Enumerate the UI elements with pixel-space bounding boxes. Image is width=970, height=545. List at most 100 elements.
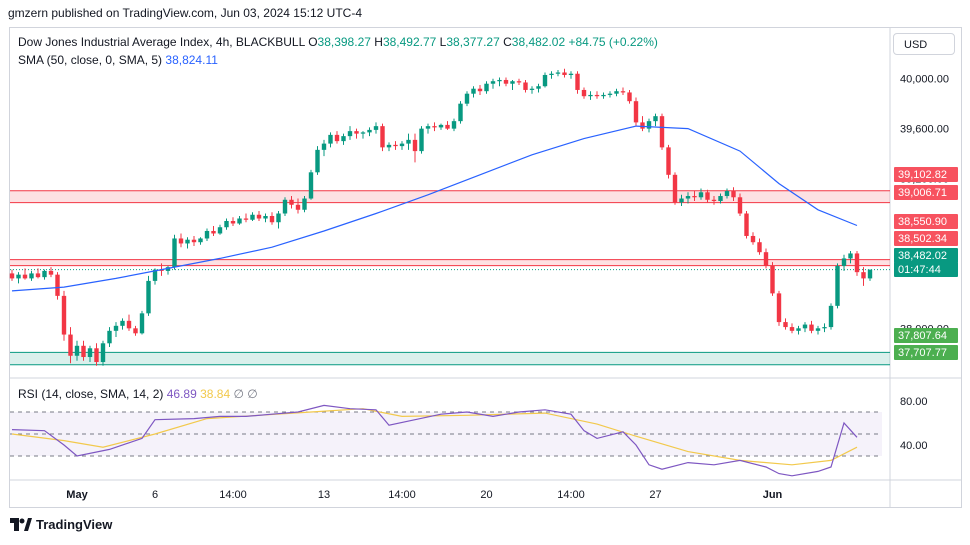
candle-body: [321, 143, 327, 150]
candle-body: [16, 274, 21, 279]
time-tick-label: 6: [152, 489, 158, 501]
candle-body: [529, 88, 535, 90]
candle-body: [48, 270, 54, 275]
rsi-label[interactable]: RSI (14, close, SMA, 14, 2): [18, 387, 164, 401]
currency-button[interactable]: USD: [893, 33, 955, 55]
high-label: H: [374, 35, 383, 49]
candle-body: [666, 147, 671, 175]
candle-body: [211, 230, 216, 234]
rsi-line: [11, 404, 858, 477]
candle-body: [74, 345, 80, 356]
candle-body: [224, 220, 229, 228]
rsi-extra-1: ∅: [233, 387, 244, 401]
time-tick-label: 20: [480, 489, 492, 501]
sma-label[interactable]: SMA (50, close, 0, SMA, 5): [18, 53, 163, 67]
candle-body: [328, 134, 333, 144]
candle-body: [542, 74, 548, 87]
candle-body: [536, 86, 541, 89]
candle-body: [263, 216, 268, 219]
candle-body: [81, 345, 86, 358]
candle-body: [198, 238, 203, 243]
candle-body: [627, 92, 632, 102]
candle-body: [237, 218, 242, 224]
tradingview-logo-icon: [10, 518, 32, 531]
candle-body: [172, 238, 177, 268]
candle-body: [61, 295, 67, 335]
candle-body: [822, 327, 827, 329]
candle-body: [757, 242, 762, 253]
candle-body: [133, 328, 138, 334]
candle-body: [191, 239, 197, 243]
footer-brand-text: TradingView: [36, 517, 113, 532]
candle-body: [152, 269, 158, 281]
candle-body: [250, 214, 255, 220]
candle-body: [269, 216, 275, 223]
time-tick-label: 13: [318, 489, 330, 501]
candle-body: [432, 126, 437, 128]
price-label-box: [894, 262, 958, 277]
candle-body: [497, 79, 502, 82]
candle-body: [159, 269, 164, 271]
chart-frame[interactable]: [9, 27, 962, 508]
candle-body: [341, 136, 346, 142]
candle-body: [789, 327, 795, 331]
candle-body: [510, 81, 515, 84]
price-tick-label: 40,000.00: [900, 74, 949, 86]
candle-body: [620, 91, 626, 93]
open-value: 38,398.27: [317, 35, 371, 49]
candle-body: [139, 313, 145, 334]
candle-body: [451, 121, 457, 129]
candle-body: [685, 196, 691, 199]
zone-resistance-1: [10, 259, 890, 266]
candle-body: [867, 269, 873, 279]
sma-value: 38,824.11: [165, 53, 218, 67]
close-label: C: [503, 35, 512, 49]
rsi-tick-label: 80.00: [900, 396, 928, 408]
candle-body: [809, 324, 814, 331]
candle-body: [438, 124, 444, 128]
price-label-box: [894, 167, 958, 182]
candle-body: [120, 320, 125, 326]
candle-body: [802, 324, 808, 329]
price-label-text: 37,807.64: [898, 330, 947, 342]
candle-body: [750, 235, 756, 243]
candle-body: [848, 253, 853, 259]
candle-body: [575, 73, 580, 90]
price-label-box: [894, 231, 958, 246]
candle-body: [698, 192, 704, 198]
candle-body: [425, 126, 431, 129]
zone-resistance-0: [10, 190, 890, 203]
time-tick-label: 14:00: [219, 489, 247, 501]
candle-body: [653, 116, 658, 122]
candle-body: [276, 213, 281, 223]
candle-body: [399, 143, 405, 147]
sma-line: [11, 125, 858, 292]
candle-body: [35, 273, 41, 278]
candle-body: [633, 101, 639, 123]
time-tick-label: Jun: [763, 489, 783, 501]
candle-body: [692, 196, 697, 198]
time-tick-label: 14:00: [388, 489, 416, 501]
candle-body: [471, 88, 476, 94]
price-label-text: 38,482.02: [898, 250, 947, 262]
candle-body: [614, 91, 619, 94]
price-label-text: 01:47:44: [898, 264, 941, 276]
candle-body: [490, 81, 496, 84]
candle-body: [711, 199, 717, 202]
price-label-text: 38,502.34: [898, 233, 947, 245]
symbol-title[interactable]: Dow Jones Industrial Average Index, 4h, …: [18, 35, 305, 49]
rsi-value: 46.89: [166, 387, 197, 401]
candle-body: [835, 265, 840, 306]
candle-body: [763, 252, 769, 266]
candle-body: [581, 89, 587, 97]
candle-body: [841, 258, 847, 266]
footer-brand: TradingView: [10, 517, 112, 532]
time-tick-label: 27: [649, 489, 661, 501]
candle-body: [594, 94, 600, 97]
candle-body: [308, 172, 314, 199]
candle-body: [854, 253, 860, 273]
candle-body: [796, 328, 801, 331]
candle-body: [679, 198, 684, 203]
candle-body: [126, 320, 132, 329]
